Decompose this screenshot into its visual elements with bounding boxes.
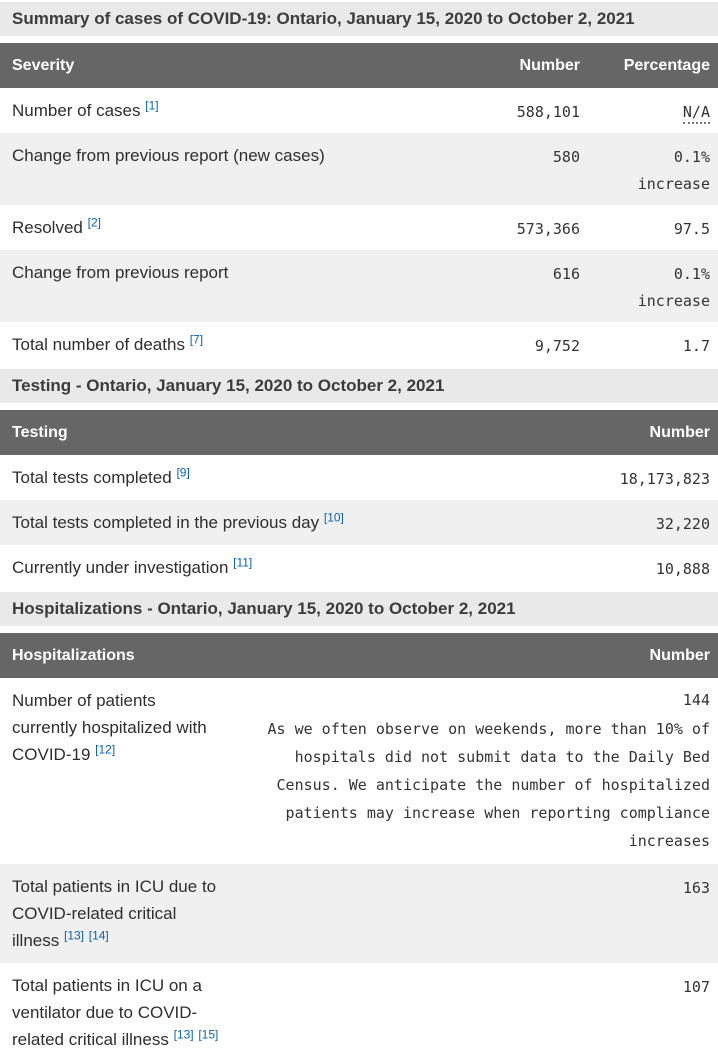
- percentage-cell: 0.1% increase: [588, 250, 718, 322]
- testing-section: Testing - Ontario, January 15, 2020 to O…: [0, 369, 718, 590]
- footnote-ref: [9]: [176, 465, 189, 479]
- footnote-ref: [12]: [95, 742, 115, 756]
- footnote-ref: [13]: [64, 928, 84, 942]
- table-row-change-previous-report: Change from previous report 616 0.1% inc…: [0, 250, 718, 322]
- footnote-link-12[interactable]: [12]: [95, 742, 116, 757]
- footnote-ref: [11]: [233, 555, 252, 569]
- column-header-number: Number: [228, 633, 718, 678]
- table-row-under-investigation: Currently under investigation [11] 10,88…: [0, 545, 718, 590]
- number-cell: 107: [682, 978, 710, 996]
- footnote-link-9[interactable]: [9]: [176, 465, 190, 480]
- footnote-link-2[interactable]: [2]: [87, 215, 101, 230]
- footnote-ref: [7]: [190, 332, 203, 346]
- column-header-percentage: Percentage: [588, 43, 718, 88]
- row-label-cell: Number of patients currently hospitalize…: [0, 678, 228, 864]
- table-row-icu-ventilator: Total patients in ICU on a ventilator du…: [0, 963, 718, 1052]
- hospitalizations-caption: Hospitalizations - Ontario, January 15, …: [0, 592, 718, 626]
- column-header-severity: Severity: [0, 43, 438, 88]
- footnote-ref: [1]: [145, 98, 158, 112]
- percentage-cell: N/A: [588, 88, 718, 133]
- footnote-ref: [2]: [88, 215, 101, 229]
- row-label-cell: Total tests completed in the previous da…: [0, 500, 548, 545]
- summary-section: Summary of cases of COVID-19: Ontario, J…: [0, 2, 718, 367]
- reporting-compliance-note: As we often observe on weekends, more th…: [267, 720, 710, 850]
- column-header-testing: Testing: [0, 410, 548, 455]
- number-cell: 32,220: [548, 500, 718, 545]
- na-abbr: N/A: [682, 103, 710, 124]
- number-cell: 580: [438, 133, 588, 205]
- summary-caption: Summary of cases of COVID-19: Ontario, J…: [0, 2, 718, 36]
- number-cell: 144 As we often observe on weekends, mor…: [228, 678, 718, 864]
- hospitalizations-table: Hospitalizations Number Number of patien…: [0, 633, 718, 1052]
- hospitalizations-header-row: Hospitalizations Number: [0, 633, 718, 678]
- table-row-number-of-cases: Number of cases [1] 588,101 N/A: [0, 88, 718, 133]
- column-header-number: Number: [548, 410, 718, 455]
- number-cell: 588,101: [516, 103, 580, 121]
- table-row-resolved: Resolved [2] 573,366 97.5: [0, 205, 718, 250]
- column-header-hospitalizations: Hospitalizations: [0, 633, 228, 678]
- footnote-link-11[interactable]: [11]: [233, 555, 253, 570]
- row-label-cell: Total patients in ICU on a ventilator du…: [0, 963, 228, 1052]
- footnote-link-10[interactable]: [10]: [323, 510, 344, 525]
- percentage-cell: 1.7: [682, 337, 710, 355]
- row-label: Total number of deaths: [12, 335, 185, 354]
- row-label-cell: Currently under investigation [11]: [0, 545, 548, 590]
- hospitalizations-section: Hospitalizations - Ontario, January 15, …: [0, 592, 718, 1052]
- footnote-ref: [14]: [89, 928, 109, 942]
- row-label: Change from previous report (new cases): [12, 146, 325, 165]
- percentage-cell: 97.5: [673, 220, 710, 238]
- row-label: Total patients in ICU due to COVID-relat…: [12, 877, 217, 950]
- number-cell: 573,366: [516, 220, 580, 238]
- summary-table: Severity Number Percentage Number of cas…: [0, 43, 718, 367]
- row-label-cell: Total number of deaths [7]: [0, 322, 438, 367]
- row-label: Number of patients currently hospitalize…: [12, 691, 207, 764]
- testing-header-row: Testing Number: [0, 410, 718, 455]
- row-label-cell: Change from previous report (new cases): [0, 133, 438, 205]
- row-label: Total tests completed in the previous da…: [12, 513, 320, 532]
- table-row-total-tests: Total tests completed [9] 18,173,823: [0, 455, 718, 500]
- testing-table: Testing Number Total tests completed [9]…: [0, 410, 718, 590]
- footnote-link-7[interactable]: [7]: [189, 332, 204, 347]
- number-cell: 616: [438, 250, 588, 322]
- footnote-link-14[interactable]: [14]: [88, 928, 109, 943]
- footnote-link-15[interactable]: [15]: [198, 1027, 219, 1042]
- footnote-link-13[interactable]: [13]: [63, 928, 84, 943]
- row-label-cell: Resolved [2]: [0, 205, 438, 250]
- row-label-cell: Number of cases [1]: [0, 88, 438, 133]
- footnote-ref: [15]: [198, 1027, 218, 1041]
- footnote-link-13b[interactable]: [13]: [173, 1027, 194, 1042]
- table-row-icu-patients: Total patients in ICU due to COVID-relat…: [0, 864, 718, 963]
- table-row-change-new-cases: Change from previous report (new cases) …: [0, 133, 718, 205]
- row-label-cell: Change from previous report: [0, 250, 438, 322]
- testing-caption: Testing - Ontario, January 15, 2020 to O…: [0, 369, 718, 403]
- row-label-cell: Total patients in ICU due to COVID-relat…: [0, 864, 228, 963]
- row-label: Currently under investigation: [12, 558, 229, 577]
- row-label: Total patients in ICU on a ventilator du…: [12, 976, 202, 1049]
- row-label: Total tests completed: [12, 468, 172, 487]
- number-cell: 18,173,823: [619, 470, 710, 488]
- number-cell: 9,752: [534, 337, 580, 355]
- column-header-number: Number: [438, 43, 588, 88]
- table-row-total-deaths: Total number of deaths [7] 9,752 1.7: [0, 322, 718, 367]
- number-value: 144: [682, 691, 710, 709]
- percentage-cell: 0.1% increase: [588, 133, 718, 205]
- number-cell: 10,888: [655, 560, 710, 578]
- table-row-tests-previous-day: Total tests completed in the previous da…: [0, 500, 718, 545]
- footnote-ref: [10]: [324, 510, 344, 524]
- row-label-cell: Total tests completed [9]: [0, 455, 548, 500]
- row-label: Resolved: [12, 218, 83, 237]
- number-cell: 163: [228, 864, 718, 963]
- summary-header-row: Severity Number Percentage: [0, 43, 718, 88]
- footnote-link-1[interactable]: [1]: [145, 98, 159, 113]
- row-label: Number of cases: [12, 101, 141, 120]
- footnote-ref: [13]: [174, 1027, 194, 1041]
- row-label: Change from previous report: [12, 263, 229, 282]
- table-row-currently-hospitalized: Number of patients currently hospitalize…: [0, 678, 718, 864]
